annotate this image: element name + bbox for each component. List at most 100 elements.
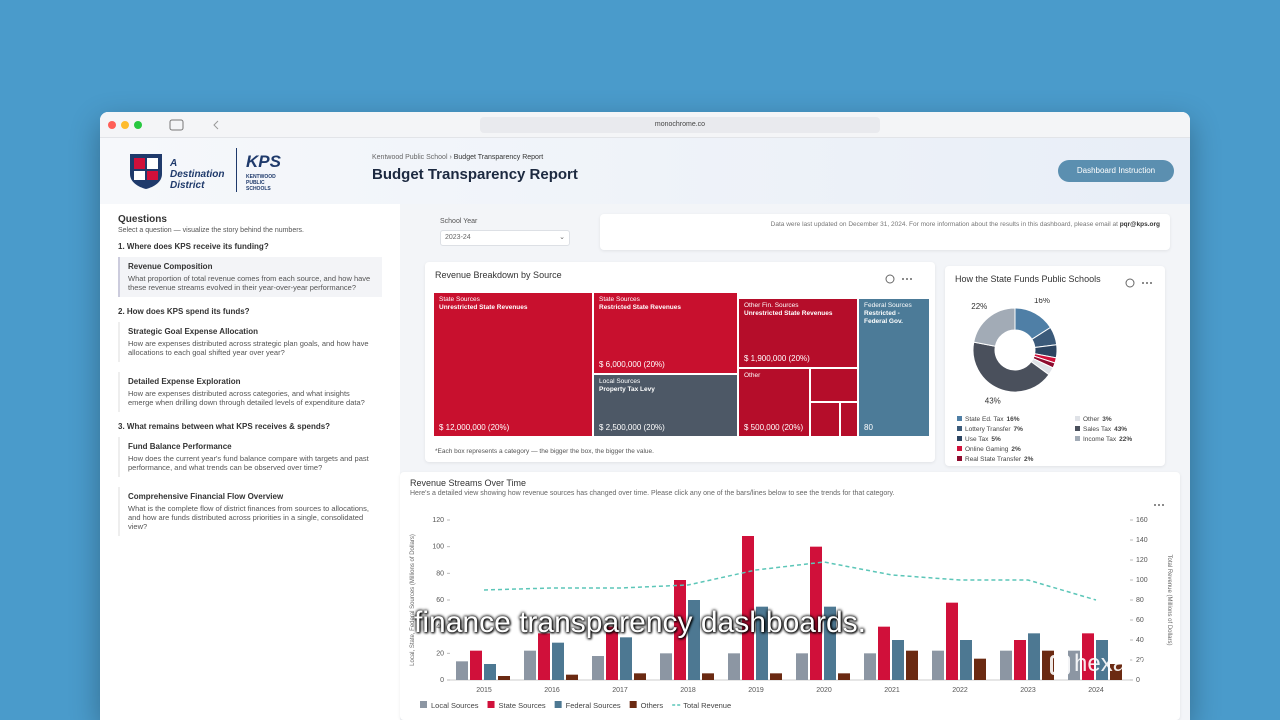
treemap-tile[interactable]: Other Fin. Sources Unrestricted State Rev… bbox=[738, 298, 858, 368]
card-subtitle: Here's a detailed view showing how reven… bbox=[410, 490, 895, 497]
bar[interactable] bbox=[796, 653, 808, 680]
question-item[interactable]: Detailed Expense Exploration How are expe… bbox=[118, 372, 382, 412]
bar[interactable] bbox=[824, 606, 836, 680]
bar[interactable] bbox=[1014, 640, 1026, 680]
x-tick-label: 2022 bbox=[952, 687, 968, 694]
legend-label[interactable]: Federal Sources bbox=[566, 701, 621, 710]
legend-item[interactable]: State Ed. Tax 16% bbox=[957, 416, 1020, 423]
bar[interactable] bbox=[1110, 664, 1122, 680]
y-tick-label: 40 bbox=[436, 624, 444, 631]
crumb[interactable]: Kentwood Public School bbox=[372, 154, 448, 161]
legend-label[interactable]: Local Sources bbox=[431, 701, 479, 710]
treemap-tile[interactable]: State Sources Unrestricted State Revenues… bbox=[433, 292, 593, 437]
question-item[interactable]: Strategic Goal Expense Allocation How are… bbox=[118, 322, 382, 362]
info-icon bbox=[885, 274, 895, 284]
legend-label: Use Tax bbox=[965, 436, 989, 443]
bar[interactable] bbox=[810, 546, 822, 680]
bar[interactable] bbox=[838, 673, 850, 680]
treemap-tile bbox=[840, 402, 858, 437]
legend-item[interactable]: Use Tax 5% bbox=[957, 436, 1001, 443]
tile-label: Other Fin. Sources bbox=[744, 302, 799, 309]
legend-item[interactable]: Other 3% bbox=[1075, 416, 1112, 423]
treemap-tile[interactable]: Federal Sources Restricted - Federal Gov.… bbox=[858, 298, 930, 437]
tile-label: Restricted State Revenues bbox=[599, 304, 682, 311]
dot bbox=[1158, 504, 1160, 506]
legend-item[interactable]: Lottery Transfer 7% bbox=[957, 426, 1023, 433]
line-series[interactable] bbox=[483, 561, 1097, 601]
bar[interactable] bbox=[878, 626, 890, 680]
bar[interactable] bbox=[456, 661, 468, 680]
treemap-tile[interactable]: State Sources Restricted State Revenues $ … bbox=[593, 292, 738, 374]
dot bbox=[910, 278, 912, 280]
card-title: Revenue Breakdown by Source bbox=[435, 270, 562, 280]
bar[interactable] bbox=[620, 637, 632, 680]
legend-label[interactable]: State Sources bbox=[499, 701, 546, 710]
legend-label[interactable]: Others bbox=[641, 701, 664, 710]
bar[interactable] bbox=[974, 658, 986, 680]
bar[interactable] bbox=[524, 650, 536, 680]
bar[interactable] bbox=[770, 673, 782, 680]
bar[interactable] bbox=[470, 650, 482, 680]
bar[interactable] bbox=[702, 673, 714, 680]
y2-tick-label: 120 bbox=[1136, 557, 1148, 564]
card-menu[interactable] bbox=[1152, 502, 1166, 508]
bar[interactable] bbox=[946, 602, 958, 680]
bar[interactable] bbox=[756, 606, 768, 680]
bar[interactable] bbox=[566, 674, 578, 680]
legend-label: Lottery Transfer bbox=[965, 426, 1011, 433]
bar[interactable] bbox=[606, 626, 618, 680]
question-item[interactable]: Fund Balance Performance How does the cur… bbox=[118, 437, 382, 477]
bar[interactable] bbox=[1082, 633, 1094, 680]
bar[interactable] bbox=[864, 653, 876, 680]
treemap-tile bbox=[810, 402, 840, 437]
bar[interactable] bbox=[960, 640, 972, 680]
card-menu[interactable] bbox=[1125, 278, 1155, 288]
bar[interactable] bbox=[1068, 650, 1080, 680]
legend-item[interactable]: Income Tax 22% bbox=[1075, 436, 1132, 443]
legend-item[interactable]: Online Gaming 2% bbox=[957, 446, 1021, 453]
url-bar[interactable]: monochrome.co bbox=[480, 117, 880, 133]
bar[interactable] bbox=[660, 653, 672, 680]
bar[interactable] bbox=[484, 664, 496, 680]
bar[interactable] bbox=[906, 650, 918, 680]
bar[interactable] bbox=[592, 656, 604, 680]
legend-label[interactable]: Total Revenue bbox=[683, 701, 731, 710]
bar[interactable] bbox=[1096, 640, 1108, 680]
y-tick-label: 60 bbox=[436, 597, 444, 604]
donut-slice[interactable] bbox=[972, 341, 1050, 393]
bar[interactable] bbox=[728, 653, 740, 680]
year-select[interactable]: 2023-24 ⌄ bbox=[440, 230, 570, 246]
legend-value: 3% bbox=[1102, 416, 1112, 423]
bar[interactable] bbox=[932, 650, 944, 680]
bar[interactable] bbox=[674, 580, 686, 680]
x-tick-label: 2017 bbox=[612, 687, 628, 694]
donut-legend: State Ed. Tax 16% Lottery Transfer 7% Use Ta… bbox=[957, 416, 1157, 466]
filter-label: School Year bbox=[440, 218, 478, 225]
bar[interactable] bbox=[538, 633, 550, 680]
treemap-tile[interactable]: Other $ 500,000 (20%) bbox=[738, 368, 810, 437]
legend-item[interactable]: Real State Transfer 2% bbox=[957, 456, 1033, 463]
bar[interactable] bbox=[892, 640, 904, 680]
instruction-button[interactable]: Dashboard Instruction bbox=[1058, 160, 1174, 182]
legend-value: 16% bbox=[1006, 416, 1020, 423]
question-text: What is the complete flow of district fi… bbox=[128, 504, 369, 531]
bar[interactable] bbox=[688, 600, 700, 680]
legend-swatch bbox=[957, 436, 962, 441]
question-item[interactable]: Revenue Composition What proportion of to… bbox=[118, 257, 382, 297]
bar[interactable] bbox=[552, 642, 564, 680]
legend-swatch bbox=[420, 701, 427, 708]
treemap-tile[interactable]: Local Sources Property Tax Levy $ 2,500,00… bbox=[593, 374, 738, 437]
donut-slice[interactable] bbox=[973, 307, 1016, 347]
bar[interactable] bbox=[498, 676, 510, 680]
legend-item[interactable]: Sales Tax 43% bbox=[1075, 426, 1127, 433]
question-item[interactable]: Comprehensive Financial Flow Overview Wha… bbox=[118, 487, 382, 536]
card-menu[interactable] bbox=[885, 274, 915, 284]
bar[interactable] bbox=[1000, 650, 1012, 680]
notice-email[interactable]: pqr@kps.org bbox=[1119, 221, 1160, 228]
sidebar-title: Questions bbox=[118, 214, 167, 225]
select-value: 2023-24 bbox=[445, 234, 471, 241]
bar[interactable] bbox=[1028, 633, 1040, 680]
bar[interactable] bbox=[634, 673, 646, 680]
bar-chart: Local, State, Federal Sources (Millions … bbox=[410, 517, 1172, 710]
page-title: Budget Transparency Report bbox=[372, 166, 578, 183]
